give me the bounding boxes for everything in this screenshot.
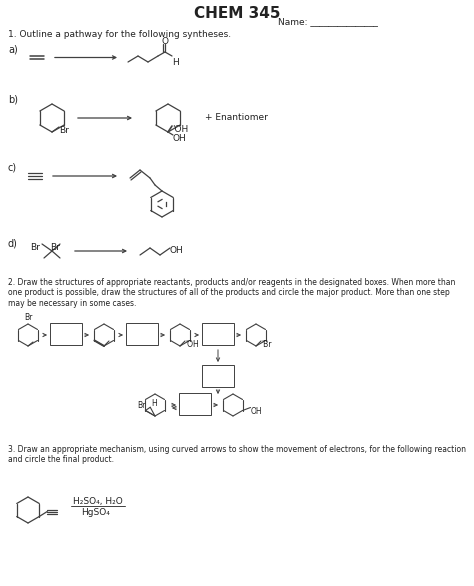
Text: Br: Br xyxy=(59,126,69,135)
Text: d): d) xyxy=(8,238,18,248)
Bar xyxy=(126,323,158,345)
Text: OH: OH xyxy=(173,134,187,143)
Text: O: O xyxy=(162,37,169,46)
Text: + Enantiomer: + Enantiomer xyxy=(205,113,268,122)
Text: a): a) xyxy=(8,44,18,54)
Text: OH: OH xyxy=(251,407,262,415)
Text: Br: Br xyxy=(24,313,32,322)
Text: HgSO₄: HgSO₄ xyxy=(81,508,110,517)
Text: b): b) xyxy=(8,95,18,105)
Text: H₂SO₄, H₂O: H₂SO₄, H₂O xyxy=(73,497,123,506)
Text: H: H xyxy=(151,399,157,408)
Text: 'Br: 'Br xyxy=(261,340,272,349)
Bar xyxy=(50,323,82,345)
Text: Br: Br xyxy=(137,400,146,410)
Text: Br: Br xyxy=(30,243,40,252)
Text: CHEM 345: CHEM 345 xyxy=(194,6,280,21)
Text: H: H xyxy=(172,58,179,67)
Text: Br: Br xyxy=(50,243,60,252)
Text: OH: OH xyxy=(170,246,184,255)
Text: 'OH: 'OH xyxy=(185,340,199,349)
Bar xyxy=(202,365,234,387)
Text: 2. Draw the structures of appropriate reactants, products and/or reagents in the: 2. Draw the structures of appropriate re… xyxy=(8,278,456,308)
Text: Name: _______________: Name: _______________ xyxy=(278,17,378,26)
Text: 1. Outline a pathway for the following syntheses.: 1. Outline a pathway for the following s… xyxy=(8,30,231,39)
Text: c): c) xyxy=(8,163,17,173)
Text: 3. Draw an appropriate mechanism, using curved arrows to show the movement of el: 3. Draw an appropriate mechanism, using … xyxy=(8,445,466,464)
Bar xyxy=(179,393,211,415)
Text: 'OH: 'OH xyxy=(172,125,188,134)
Bar xyxy=(202,323,234,345)
